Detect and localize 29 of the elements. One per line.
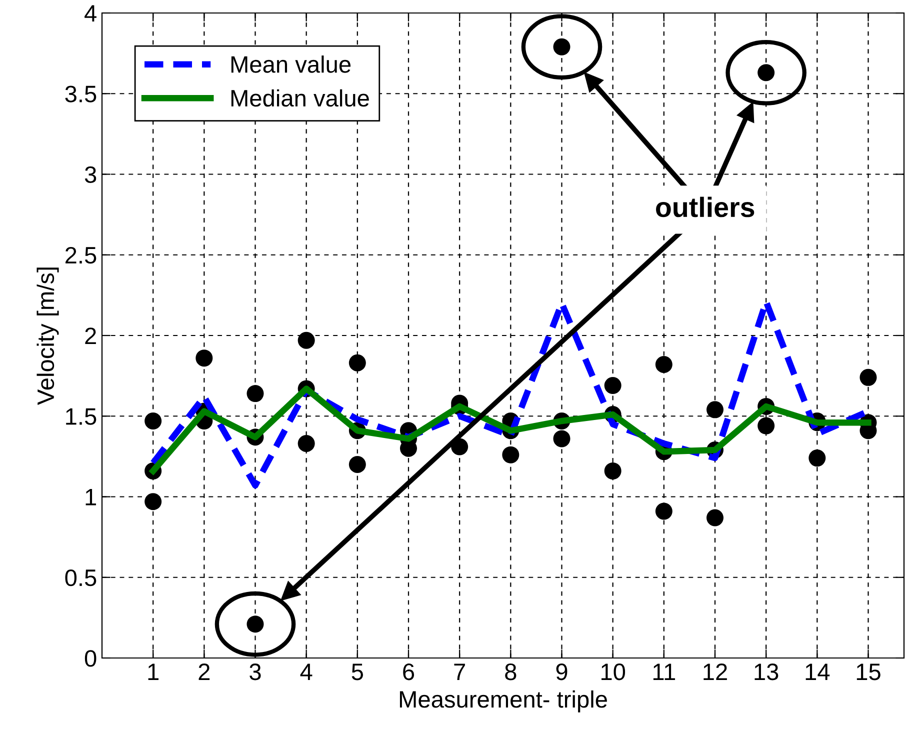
- y-tick-label: 1: [86, 489, 96, 506]
- x-tick-label: 12: [704, 663, 727, 680]
- y-tick-label: 2: [85, 328, 96, 344]
- x-tick-label: 8: [505, 663, 516, 680]
- x-tick-label: 11: [653, 664, 676, 680]
- x-axis-title: Measurement- triple: [400, 690, 607, 712]
- y-tick-label: 4: [84, 5, 96, 22]
- x-tick-label: 3: [250, 663, 261, 680]
- x-tick-label: 5: [352, 664, 363, 680]
- y-tick-label: 0: [84, 650, 96, 667]
- y-tick-label: 1.5: [66, 408, 96, 425]
- y-tick-label: 3.5: [65, 86, 96, 102]
- y-tick-label: 0.5: [65, 569, 96, 586]
- y-tick-label: 3: [84, 166, 96, 184]
- x-tick-label: 9: [556, 663, 568, 680]
- legend-label: Median value: [231, 89, 369, 107]
- x-tick-label: 4: [300, 664, 312, 680]
- x-tick-label: 1: [148, 664, 158, 680]
- x-tick-label: 6: [403, 663, 414, 680]
- x-tick-label: 13: [754, 663, 778, 680]
- x-tick-label: 2: [198, 663, 210, 680]
- annotation: outliers: [656, 196, 754, 218]
- x-tick-label: 7: [454, 664, 465, 680]
- legend-label: Mean value: [231, 56, 351, 73]
- x-tick-label: 10: [602, 663, 626, 680]
- y-axis-title: Velocity [m/s]: [36, 268, 59, 405]
- x-tick-label: 15: [856, 664, 880, 680]
- x-tick-label: 14: [806, 664, 830, 680]
- y-tick-label: 2.5: [66, 246, 96, 264]
